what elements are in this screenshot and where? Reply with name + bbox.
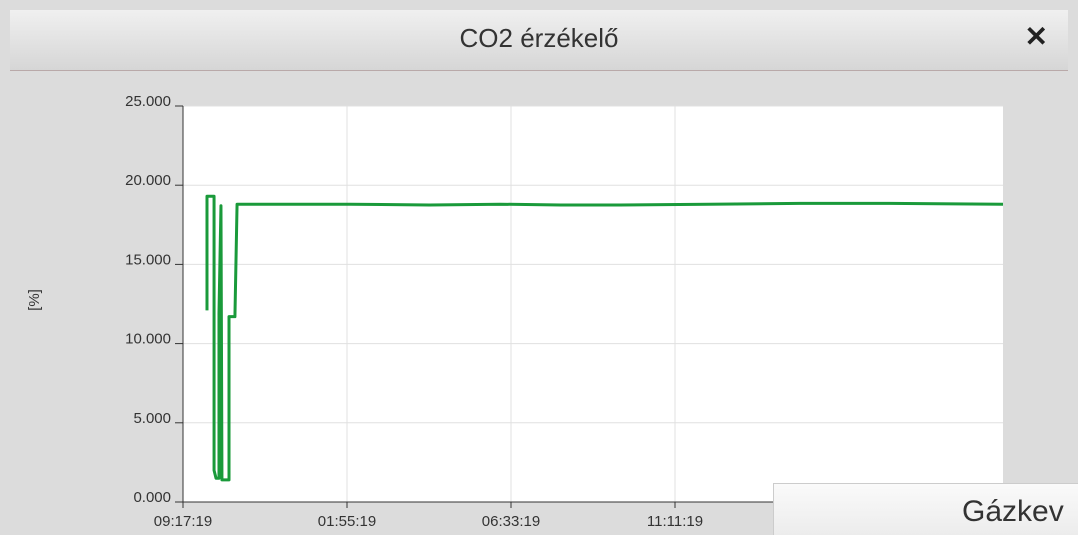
close-button[interactable]: ✕ [1024,21,1048,52]
y-tick-label: 15.000 [125,251,171,268]
background-window[interactable]: Gázkev [773,483,1078,535]
window-title: Gázkev [962,495,1064,528]
y-tick-label: 10.000 [125,331,171,348]
y-tick-label: 5.000 [133,410,171,427]
x-tick-label: 09:17:19 [154,513,212,530]
x-tick-label: 11:11:19 [647,513,703,530]
y-axis-label: [%] [26,289,43,311]
y-tick-label: 20.000 [125,172,171,189]
y-tick-label: 0.000 [133,489,171,506]
plot-area [183,106,1003,502]
dialog-header: CO2 érzékelő ✕ [10,10,1068,71]
data-line [205,194,1004,482]
x-tick-label: 01:55:19 [318,513,376,530]
x-tick-label: 06:33:19 [482,513,540,530]
y-tick-label: 25.000 [125,93,171,110]
dialog-title: CO2 érzékelő [459,23,619,53]
